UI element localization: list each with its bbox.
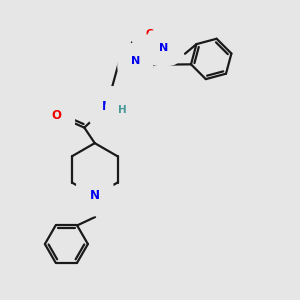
Text: N: N [130,56,140,66]
Text: N: N [90,189,100,202]
Text: N: N [102,100,112,113]
Text: N: N [159,43,168,53]
Text: O: O [145,29,154,39]
Text: O: O [51,109,61,122]
Text: H: H [118,105,127,115]
